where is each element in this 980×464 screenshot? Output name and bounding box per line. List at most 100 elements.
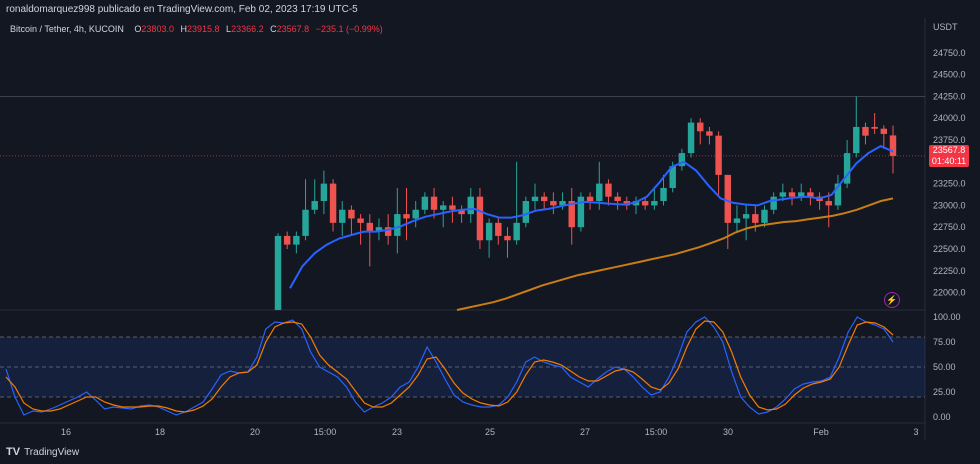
candle-body: [568, 201, 575, 228]
price-tick-label: 22500.0: [933, 244, 966, 254]
candle-body: [384, 227, 392, 236]
candle-body: [577, 196, 585, 228]
candle-body: [807, 192, 814, 197]
high-value: 23915.8: [186, 24, 220, 34]
candle-body: [871, 126, 878, 129]
ma-fast-line: [289, 144, 894, 289]
low-value: 23366.2: [231, 24, 264, 34]
time-tick-label: 3: [913, 427, 918, 437]
candle-body: [394, 214, 401, 236]
candle-body: [586, 196, 594, 202]
candle-body: [302, 209, 309, 236]
last-price-tag: 23567.8 01:40:11: [929, 145, 969, 167]
candle-body: [550, 201, 557, 206]
last-price-value: 23567.8: [932, 145, 966, 155]
candle-body: [843, 153, 851, 184]
price-tick-label: 22250.0: [933, 266, 966, 276]
candle-body: [467, 196, 474, 215]
candle-body: [660, 187, 667, 202]
time-tick-label: 25: [485, 427, 495, 437]
time-tick-label: 30: [723, 427, 733, 437]
stoch-tick-label: 50.00: [933, 362, 956, 372]
candle-body: [476, 196, 484, 241]
candle-body: [697, 122, 704, 132]
candle-body: [458, 209, 465, 215]
candle-body: [687, 122, 695, 154]
candle-body: [412, 209, 419, 219]
candle-body: [311, 201, 318, 210]
candle-body: [540, 196, 548, 202]
candle-body: [513, 222, 520, 241]
low-label: L: [226, 24, 232, 34]
candle-body: [853, 126, 860, 154]
time-tick-label: 16: [61, 427, 71, 437]
price-tick-label: 24000.0: [933, 113, 966, 123]
candle-body: [366, 222, 374, 232]
ma-slow-line: [456, 197, 894, 311]
stoch-tick-label: 75.00: [933, 337, 956, 347]
candle-body: [614, 196, 621, 202]
candle-body: [742, 214, 750, 219]
close-label: C: [270, 24, 277, 34]
candle-body: [403, 214, 410, 219]
stoch-tick-label: 0.00: [933, 412, 951, 422]
price-tick-label: 23000.0: [933, 200, 966, 210]
price-tick-label: 23750.0: [933, 135, 966, 145]
time-tick-label: 18: [155, 427, 165, 437]
price-tick-label: 24500.0: [933, 70, 966, 80]
candle-body: [348, 209, 355, 219]
candle-body: [678, 153, 686, 167]
candle-body: [862, 126, 869, 136]
candle-body: [522, 201, 530, 223]
time-tick-label: 15:00: [645, 427, 668, 437]
symbol-label[interactable]: Bitcoin / Tether, 4h, KUCOIN: [10, 24, 124, 34]
candle-body: [651, 201, 658, 206]
candle-body: [779, 192, 787, 197]
candle-body: [770, 196, 777, 210]
open-value: 23803.0: [141, 24, 174, 34]
time-tick-label: 23: [392, 427, 402, 437]
countdown-value: 01:40:11: [931, 156, 967, 166]
currency-label: USDT: [933, 22, 958, 32]
candle-body: [889, 135, 897, 156]
candle-body: [485, 222, 493, 241]
candle-body: [375, 227, 383, 232]
time-tick-label: 15:00: [314, 427, 337, 437]
candle-body: [596, 183, 603, 202]
candle-body: [329, 183, 337, 223]
candle-body: [641, 201, 649, 206]
candle-body: [421, 196, 429, 210]
candle-body: [761, 209, 768, 223]
candle-body: [706, 131, 713, 136]
candle-body: [274, 235, 282, 310]
candle-body: [880, 128, 888, 134]
time-tick-label: 27: [580, 427, 590, 437]
candle-body: [797, 192, 805, 197]
candle-body: [320, 183, 328, 202]
price-tick-label: 22000.0: [933, 288, 966, 298]
candle-body: [733, 218, 741, 223]
tradingview-logo-icon: TV: [6, 446, 21, 458]
candle-body: [504, 235, 511, 241]
high-label: H: [180, 24, 187, 34]
candle-body: [357, 218, 364, 223]
candle-body: [430, 196, 438, 210]
time-tick-label: 20: [250, 427, 260, 437]
publish-info: ronaldomarquez998 publicado en TradingVi…: [6, 4, 358, 15]
ohlc-legend: Bitcoin / Tether, 4h, KUCOIN O23803.0 H2…: [10, 23, 387, 35]
candle-body: [724, 174, 731, 223]
candle-body: [825, 201, 832, 206]
open-label: O: [134, 24, 142, 34]
candle-body: [531, 196, 539, 202]
candle-body: [495, 222, 502, 236]
candle-body: [283, 235, 291, 245]
candle-body: [715, 135, 722, 175]
stoch-d-line: [5, 320, 894, 413]
candle-body: [559, 201, 566, 206]
candle-body: [449, 205, 456, 210]
candle-body: [293, 235, 300, 245]
lightning-icon[interactable]: ⚡: [884, 292, 900, 308]
close-value: 23567.8: [276, 24, 310, 34]
footer-brand[interactable]: TV TradingView: [6, 446, 79, 458]
